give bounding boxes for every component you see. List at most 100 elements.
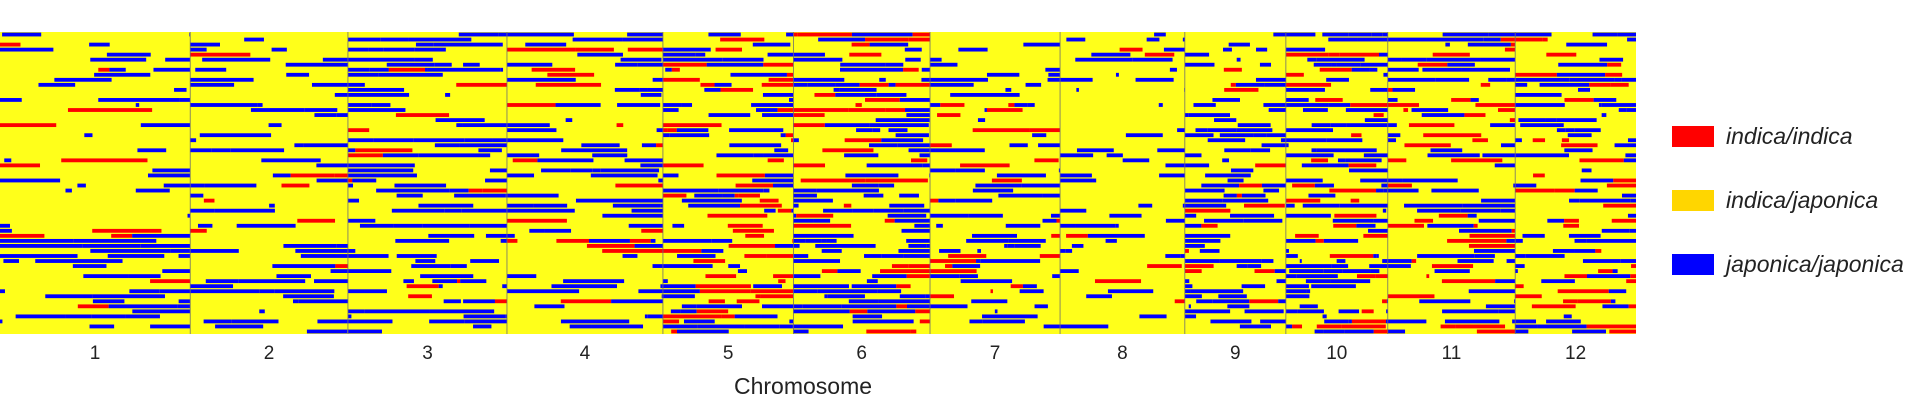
genotype-segment [1087,233,1145,238]
genotype-segment [683,319,715,324]
genotype-segment [793,163,826,168]
genotype-segment [1386,299,1388,304]
genotype-segment [1595,249,1602,253]
genotype-segment [849,309,868,314]
genotype-segment [930,269,977,273]
genotype-segment [1042,218,1057,223]
genotype-segment [1212,98,1240,102]
genotype-segment [1621,77,1636,82]
genotype-segment [1115,72,1119,77]
genotype-segment [1565,128,1575,133]
genotype-segment [506,47,576,52]
genotype-segment [1569,198,1580,203]
genotype-segment [368,47,384,52]
genotype-segment [1511,228,1516,233]
genotype-segment [1556,72,1606,77]
genotype-segment [773,274,794,279]
genotype-segment [98,67,110,72]
genotype-segment [793,198,833,203]
genotype-segment [1442,32,1489,37]
genotype-segment [422,223,470,228]
genotype-segment [1285,203,1295,208]
genotype-segment [1094,279,1142,284]
genotype-segment [335,264,348,268]
genotype-segment [615,183,663,188]
genotype-segment [903,254,931,258]
genotype-segment [506,238,518,243]
genotype-segment [1601,228,1630,233]
genotype-segment [793,244,800,248]
chromosome-tick-label: 2 [264,343,275,364]
genotype-segment [109,67,126,72]
genotype-segment [718,188,764,193]
genotype-segment [0,233,45,238]
genotype-segment [708,113,751,117]
genotype-segment [1387,98,1398,102]
genotype-segment [793,52,825,57]
genotype-segment [796,213,834,218]
genotype-segment [869,123,929,128]
genotype-segment [1261,143,1286,148]
genotype-segment [1441,279,1496,284]
genotype-segment [1236,57,1241,62]
genotype-segment [1630,274,1636,279]
genotype-segment [1557,289,1609,294]
genotype-segment [214,208,275,213]
genotype-segment [1184,188,1225,193]
genotype-segment [662,52,696,57]
genotype-segment [1387,188,1419,193]
chromosome-tick-label: 9 [1230,343,1241,364]
genotype-segment [1403,108,1409,112]
genotype-segment [347,183,353,188]
chromosome-tick-label: 10 [1326,343,1347,364]
genotype-segment [1311,158,1329,163]
genotype-segment [767,52,794,57]
genotype-segment [1515,188,1555,193]
genotype-segment [793,324,844,329]
genotype-segment [1542,37,1548,42]
genotype-segment [1105,238,1117,243]
genotype-segment [272,264,336,268]
genotype-segment [939,249,961,253]
genotype-segment [147,173,191,178]
genotype-segment [199,133,272,138]
genotype-segment [1417,254,1475,258]
genotype-segment [150,279,191,284]
genotype-segment [889,203,925,208]
x-axis-label: Chromosome [734,373,872,399]
genotype-segment [1341,324,1386,329]
genotype-segment [1423,133,1482,138]
genotype-segment [899,294,926,299]
genotype-segment [132,233,191,238]
genotype-segment [793,223,852,228]
genotype-segment [1373,329,1388,334]
genotype-segment [83,274,129,279]
genotype-segment [195,67,227,72]
genotype-segment [202,57,271,62]
genotype-segment [1614,143,1636,148]
genotype-segment [1376,188,1384,193]
genotype-segment [347,329,382,334]
genotype-segment [1629,228,1636,233]
genotype-segment [1402,178,1458,183]
genotype-segment [1058,168,1061,173]
genotype-segment [1329,254,1374,258]
genotype-segment [1627,37,1636,42]
genotype-segment [697,324,745,329]
genotype-segment [650,238,656,243]
genotype-segment [411,264,451,268]
genotype-segment [454,193,506,198]
chromosome-tick-label: 11 [1442,343,1462,364]
genotype-segment [1586,238,1636,243]
genotype-segment [231,319,279,324]
genotype-segment [839,87,877,92]
genotype-segment [1184,289,1191,294]
genotype-segment [730,72,787,77]
genotype-segment [1204,218,1244,223]
legend-item-indica-japonica: indica/japonica [1672,168,1904,232]
genotype-segment [977,249,981,253]
genotype-segment [1005,87,1012,92]
genotype-segment [274,289,335,294]
heatmap-cells [0,32,1636,334]
genotype-segment [1515,72,1557,77]
